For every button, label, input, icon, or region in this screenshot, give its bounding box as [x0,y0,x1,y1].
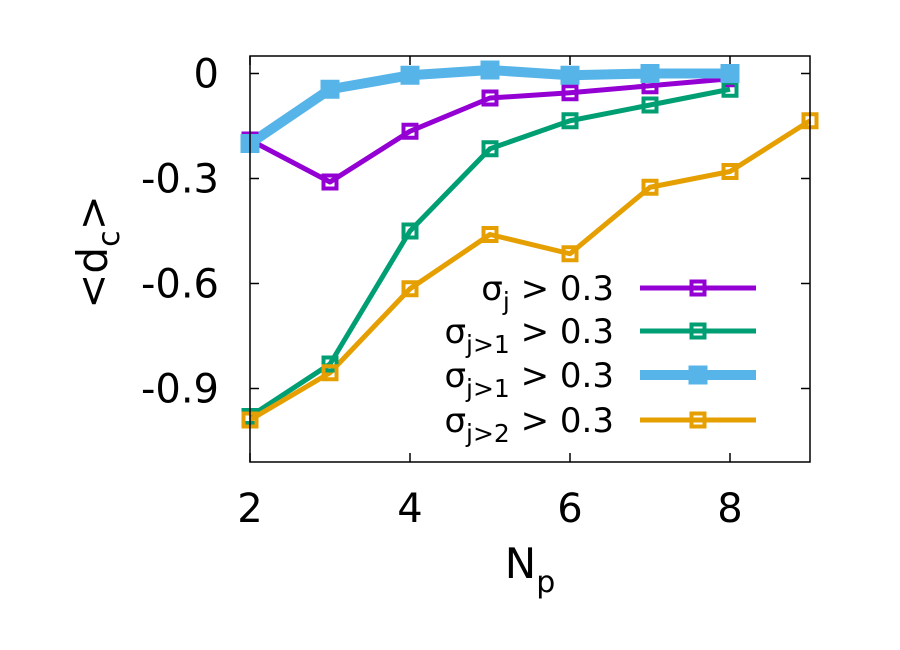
legend-label: σj > 0.3 [481,269,614,316]
data-point [321,173,339,191]
data-point [401,122,419,140]
axis-ticks [249,56,810,462]
data-point [561,84,579,102]
data-point [480,60,500,80]
legend-label: σj>1 > 0.3 [444,312,614,359]
tick-labels: 2 4 6 8 0 -0.3 -0.6 -0.9 [141,52,743,533]
x-axis-label: Np [505,539,555,600]
legend-marker [689,322,707,340]
series-markers [240,60,819,429]
data-point [321,364,339,382]
x-tick-label: 6 [557,486,582,532]
x-tick-label: 8 [717,486,742,532]
legend-marker [689,279,707,297]
data-point [641,96,659,114]
x-tick-label: 2 [237,486,262,532]
data-point [561,112,579,130]
data-point [561,245,579,263]
y-tick-label: -0.9 [141,367,219,413]
legend-label: σj>1 > 0.3 [444,356,614,403]
x-tick-label: 4 [397,486,422,532]
legend-marker [688,365,708,385]
data-point [481,226,499,243]
y-tick-label: -0.6 [141,262,219,308]
y-tick-label: 0 [194,52,219,98]
data-point [640,64,660,83]
plot-frame [249,55,811,463]
data-point [320,79,340,99]
series-line [248,118,812,423]
data-point [720,64,740,83]
data-point [400,65,420,85]
data-point [641,178,659,196]
data-point [481,140,499,158]
data-point [560,65,580,85]
series-line [248,86,731,419]
legend: σj > 0.3σj>1 > 0.3σj>1 > 0.3σj>2 > 0.3 [444,269,756,448]
series-line [248,76,731,185]
data-point [401,280,419,298]
data-point [481,89,499,107]
data-point [721,163,739,180]
legend-label: σj>2 > 0.3 [444,401,614,448]
y-tick-label: -0.3 [141,157,219,203]
data-point [401,222,419,240]
legend-marker [689,411,707,429]
data-point [321,355,339,373]
y-axis-label: <dc> [68,195,127,309]
